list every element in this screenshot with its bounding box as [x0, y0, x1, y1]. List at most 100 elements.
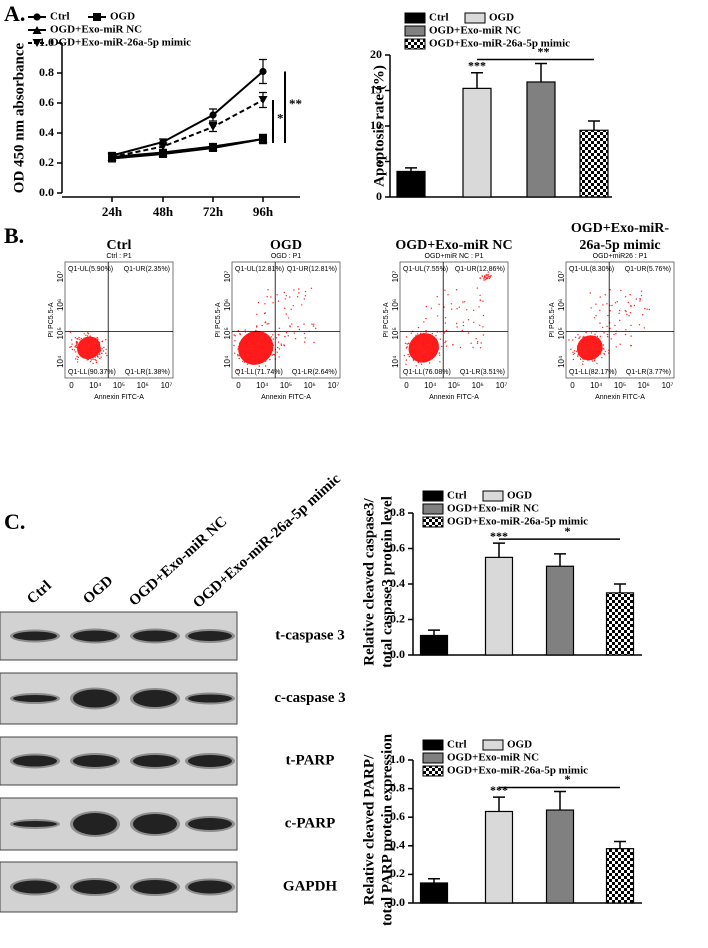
event-dot: [239, 351, 241, 354]
event-dot: [578, 346, 580, 348]
y-tick-label: 5: [376, 153, 382, 167]
event-dot: [601, 356, 603, 359]
legend-swatch: [422, 516, 444, 528]
event-dot: [585, 345, 588, 347]
event-dot: [271, 349, 274, 351]
event-dot: [591, 345, 593, 348]
event-dot: [101, 348, 103, 350]
event-dot: [615, 333, 617, 335]
event-dot: [86, 346, 88, 348]
event-dot: [433, 342, 435, 345]
event-dot: [86, 352, 88, 355]
event-dot: [264, 303, 266, 305]
event-dot: [591, 360, 594, 362]
event-dot: [428, 347, 430, 349]
event-dot: [246, 352, 249, 354]
event-dot: [583, 348, 585, 350]
event-dot: [582, 363, 584, 365]
x-tick-label: 96h: [253, 204, 274, 219]
event-dot: [613, 333, 615, 336]
event-dot: [82, 348, 84, 350]
event-dot: [77, 345, 79, 348]
event-dot: [581, 351, 583, 353]
event-dot: [255, 329, 257, 332]
event-dot: [618, 312, 620, 314]
event-dot: [484, 279, 487, 281]
event-dot: [85, 352, 87, 355]
event-dot: [260, 343, 262, 346]
event-dot: [582, 358, 584, 360]
event-dot: [269, 358, 271, 361]
x-tick-label: 10⁶: [638, 381, 650, 390]
event-dot: [243, 347, 245, 350]
y-tick-label: 10⁷: [557, 271, 566, 283]
event-dot: [88, 344, 91, 346]
event-dot: [462, 321, 464, 323]
event-dot: [92, 362, 94, 365]
event-dot: [409, 346, 411, 348]
event-dot: [589, 350, 592, 352]
event-dot: [574, 336, 577, 338]
event-dot: [629, 312, 632, 314]
quadrant-label: Q1-LL(71.74%): [235, 369, 283, 376]
event-dot: [429, 344, 431, 346]
event-dot: [404, 342, 407, 345]
event-dot: [92, 341, 95, 343]
event-dot: [589, 354, 591, 356]
event-dot: [280, 343, 282, 345]
x-tick-label: 72h: [203, 204, 224, 219]
blot-band: [73, 813, 117, 835]
event-dot: [595, 337, 597, 340]
event-dot: [489, 275, 491, 277]
event-dot: [412, 342, 414, 345]
event-dot: [640, 290, 643, 292]
y-axis-label: total PARP protein expression: [379, 733, 395, 926]
event-dot: [258, 353, 260, 356]
legend-swatch: [482, 490, 504, 502]
event-dot: [467, 319, 470, 321]
event-dot: [73, 349, 76, 351]
event-dot: [258, 338, 260, 340]
y-tick-label: 0.0: [390, 647, 405, 661]
event-dot: [86, 335, 89, 337]
band-label: GAPDH: [283, 878, 337, 894]
y-tick-label: 1.0: [390, 752, 405, 766]
event-dot: [582, 339, 585, 341]
event-dot: [587, 356, 589, 358]
event-dot: [486, 276, 488, 278]
event-dot: [581, 348, 583, 350]
bar: [484, 556, 514, 656]
y-tick-label: 0.6: [390, 809, 405, 823]
event-dot: [260, 338, 262, 340]
bar: [545, 565, 575, 656]
event-dot: [459, 346, 462, 349]
bar: [545, 809, 575, 904]
event-dot: [97, 349, 99, 352]
event-dot: [590, 307, 592, 309]
quadrant-label: Q1-LR(3.77%): [626, 369, 671, 376]
event-dot: [432, 348, 435, 351]
legend-swatch: [422, 752, 444, 764]
legend-swatch: [404, 25, 426, 37]
event-dot: [482, 334, 485, 336]
event-dot: [436, 296, 438, 298]
x-tick-label: 10⁴: [89, 381, 102, 390]
event-dot: [88, 351, 90, 353]
event-dot: [303, 298, 305, 300]
y-tick-label: 1.0: [39, 35, 54, 49]
event-dot: [410, 332, 412, 334]
bar: [462, 87, 492, 198]
event-dot: [304, 290, 307, 293]
event-dot: [298, 292, 300, 294]
annotation: *: [277, 110, 284, 125]
event-dot: [102, 350, 105, 352]
event-dot: [87, 357, 89, 360]
event-dot: [630, 304, 632, 307]
y-axis-label: OD 450 nm absorbance: [11, 42, 27, 193]
event-dot: [258, 348, 260, 350]
x-tick-label: 10⁶: [472, 381, 484, 390]
event-dot: [238, 354, 241, 357]
y-tick-label: 10⁶: [557, 299, 566, 311]
event-dot: [242, 360, 244, 363]
event-dot: [243, 354, 245, 356]
